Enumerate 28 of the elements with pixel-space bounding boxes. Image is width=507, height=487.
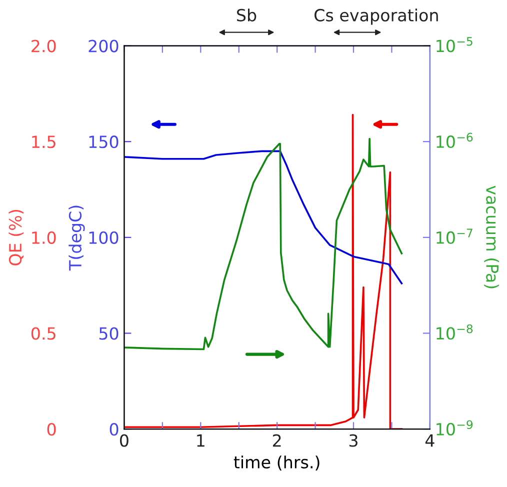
- x-axis-title: time (hrs.): [234, 456, 320, 470]
- line-series: [124, 150, 403, 284]
- y-tick-label: 2.0: [32, 40, 56, 52]
- y-tick-label: 0: [47, 423, 56, 436]
- y3-tick-label: 10$^{−8}$: [436, 324, 473, 340]
- x-tick-label: 0: [120, 434, 128, 447]
- y3-tick-label: 10$^{−9}$: [436, 420, 473, 436]
- y3-axis-title: vacuum (Pa): [484, 186, 499, 288]
- text: Sb: [237, 8, 256, 22]
- y-tick-label: 1.0: [32, 231, 56, 244]
- y-axis-title: QE (%): [8, 210, 24, 266]
- y2-tick-label: 200: [88, 40, 118, 52]
- line-series: [124, 114, 403, 430]
- y-tick-label: 0.5: [31, 327, 56, 340]
- x-tick-label: 4: [425, 434, 434, 447]
- y3-tick-label: 10$^{−6}$: [436, 132, 473, 148]
- y3-tick-label: 10$^{−5}$: [436, 37, 472, 52]
- y2-axis-title: T(degC): [68, 206, 85, 271]
- y2-tick-label: 50: [99, 327, 118, 340]
- y-tick-label: 1.5: [32, 136, 56, 148]
- x-tick-label: 1: [197, 434, 204, 447]
- y2-tick-label: 0: [110, 423, 118, 436]
- text: Cs evaporation: [314, 8, 438, 25]
- x-tick-label: 2: [272, 434, 281, 447]
- x-tick-label: 3: [349, 434, 358, 447]
- y3-tick-label: 10$^{−7}$: [436, 228, 472, 244]
- y2-tick-label: 100: [89, 231, 118, 244]
- y2-tick-label: 150: [89, 136, 118, 148]
